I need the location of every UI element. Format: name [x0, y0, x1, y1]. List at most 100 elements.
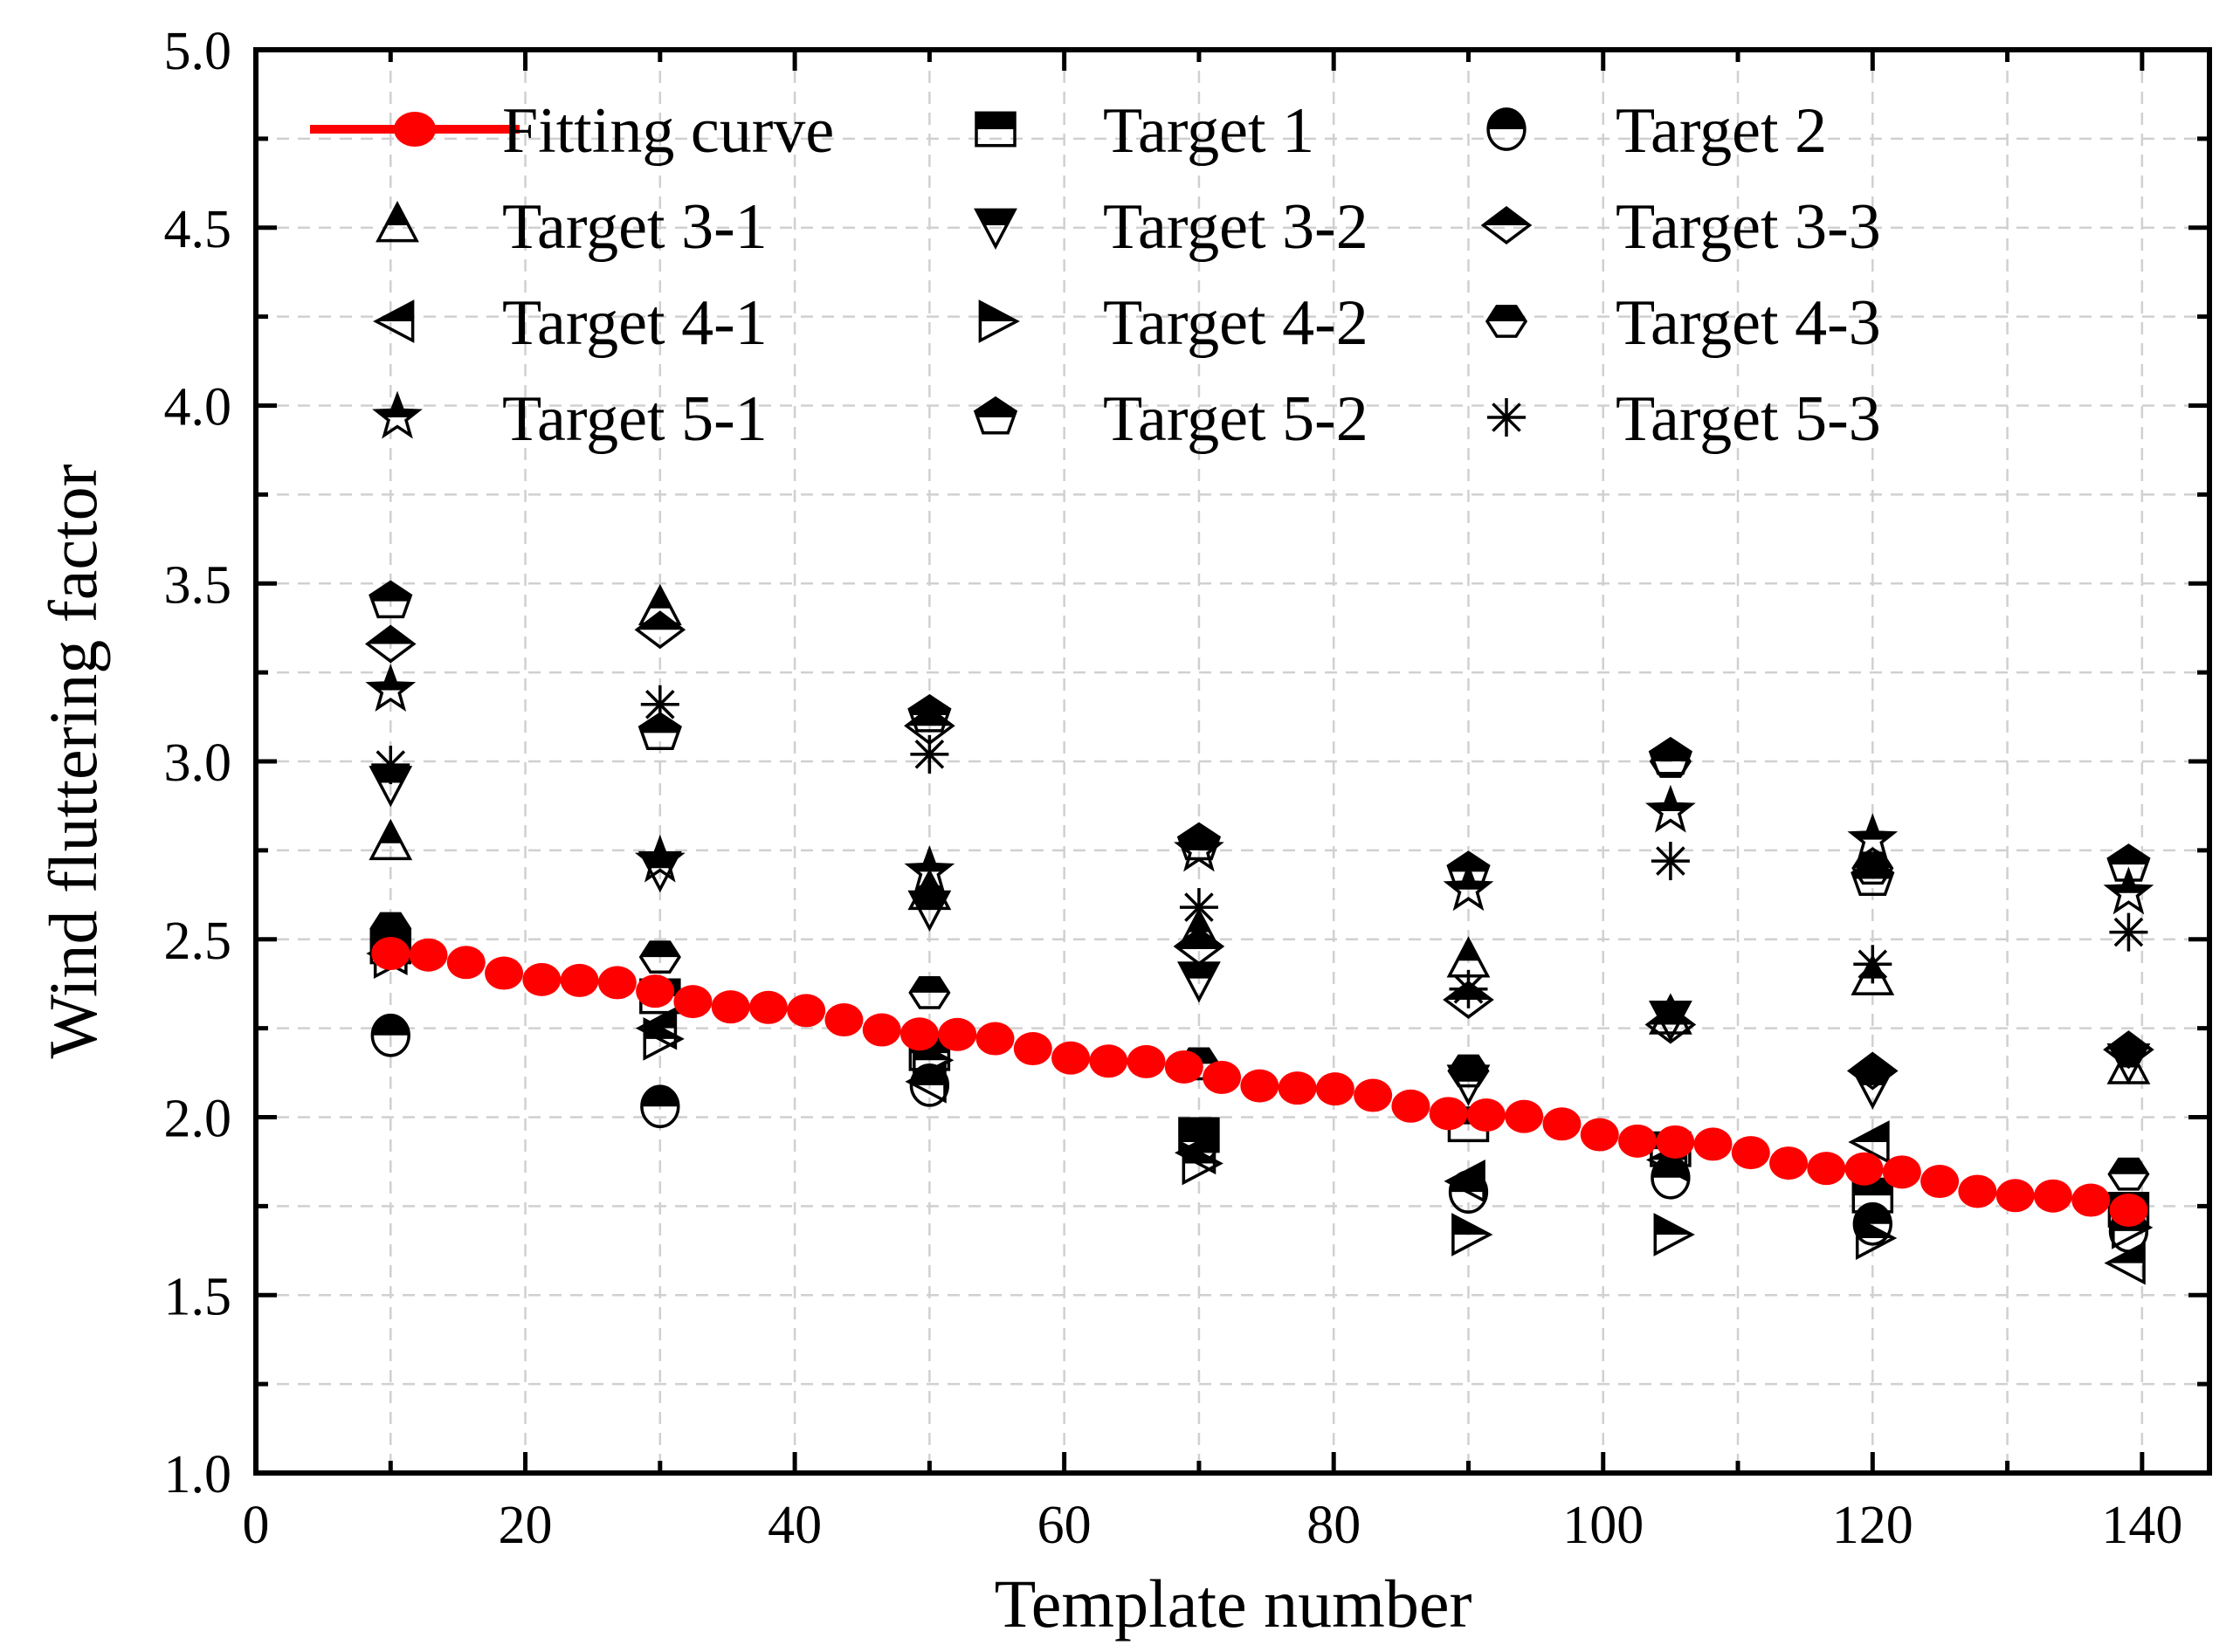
data-point [1182, 1141, 1223, 1186]
legend-item: Target 3-1 [376, 191, 768, 263]
data-point [1173, 926, 1225, 966]
series-target-5-3 [371, 685, 2148, 1008]
fitting-curve-point [1429, 1097, 1468, 1131]
fitting-curve-point [371, 937, 410, 971]
fitting-curve-point [2071, 1183, 2111, 1217]
legend-item: Target 2 [1486, 95, 1827, 167]
legend-marker [376, 201, 419, 243]
data-point [1651, 842, 1690, 881]
x-tick-label: 0 [243, 1496, 270, 1555]
legend-marker [373, 299, 415, 343]
data-point [1851, 857, 1895, 897]
y-tick-label: 2.5 [164, 912, 232, 971]
fitting-curve-point [1013, 1032, 1052, 1066]
x-axis-title: Template number [995, 1566, 1472, 1642]
data-point [640, 1084, 680, 1129]
data-point [1447, 1054, 1490, 1088]
fitting-curve-point [1882, 1155, 1921, 1189]
x-tick-label: 140 [2101, 1496, 2182, 1555]
data-point [907, 693, 952, 733]
data-point [1446, 850, 1491, 889]
fitting-curve-point [1089, 1044, 1128, 1078]
data-point [371, 746, 410, 785]
legend-marker [978, 299, 1020, 343]
fitting-curve-point [899, 1017, 939, 1051]
legend-label: Target 4-1 [502, 287, 768, 359]
legend-marker [975, 111, 1017, 148]
fitting-curve-point [975, 1022, 1015, 1056]
fitting-curve-point [862, 1013, 901, 1047]
legend-label: Target 5-2 [1103, 383, 1368, 455]
legend-item: Fitting curve [310, 95, 834, 167]
series-target-3-2 [369, 766, 2151, 1110]
data-point [643, 1016, 685, 1061]
y-tick-label: 5.0 [164, 22, 232, 81]
y-tick-label: 3.5 [164, 555, 232, 615]
fitting-curve-point [1505, 1099, 1544, 1133]
data-point [634, 834, 686, 883]
legend-marker [974, 208, 1017, 250]
legend-item: Target 4-1 [373, 287, 768, 359]
fitting-curve-point [1617, 1124, 1657, 1158]
data-point [910, 734, 949, 774]
x-tick-label: 40 [768, 1496, 822, 1555]
fitting-curve-point [1127, 1044, 1166, 1078]
fitting-curve-point [1656, 1125, 1695, 1159]
fitting-curve-point [1466, 1098, 1506, 1132]
x-tick-label: 100 [1562, 1496, 1644, 1555]
data-point [1176, 822, 1222, 861]
data-point [1179, 888, 1218, 927]
data-point [1846, 1051, 1899, 1091]
data-point [1444, 1159, 1485, 1203]
legend-item: Target 1 [975, 95, 1314, 167]
data-point [2103, 866, 2154, 915]
data-point [369, 818, 413, 861]
fitting-curve-point [522, 962, 562, 996]
fitting-curve-point [636, 974, 675, 1008]
data-point [1449, 969, 1488, 1008]
fitting-curve-point [1278, 1071, 1317, 1105]
data-point [1443, 863, 1494, 912]
legend-item: Target 4-3 [1485, 287, 1881, 359]
legend-label: Target 3-1 [502, 191, 768, 263]
series-target-5-2 [369, 580, 2151, 897]
y-tick-label: 4.0 [164, 378, 232, 437]
fitting-curve-point [560, 963, 599, 997]
fitting-curve-point [1542, 1107, 1582, 1141]
fitting-curve-point [748, 990, 788, 1024]
fitting-curve-point [824, 1003, 864, 1037]
fitting-curve-point [787, 994, 826, 1028]
legend-item: Target 3-3 [1480, 191, 1881, 263]
data-point [1645, 784, 1696, 833]
legend-item: Target 5-3 [1487, 383, 1881, 455]
data-point [2107, 1157, 2150, 1191]
fitting-curve-point [1391, 1089, 1430, 1123]
data-point [1847, 813, 1899, 862]
data-point [1644, 1005, 1697, 1044]
data-point [1451, 1213, 1493, 1256]
fitting-curve-point [409, 938, 448, 972]
data-point [1848, 1120, 1890, 1164]
fitting-curve-point [1920, 1165, 1960, 1199]
fitting-curve-point [673, 985, 713, 1019]
legend-label: Target 4-3 [1616, 287, 1881, 359]
data-point [904, 844, 955, 893]
fitting-curve-point [1731, 1136, 1770, 1170]
fitting-curve-point [1769, 1146, 1809, 1180]
fitting-curve-point [1580, 1118, 1619, 1152]
y-tick-label: 1.0 [164, 1445, 232, 1504]
fitting-curve-point [1203, 1060, 1242, 1094]
legend-label: Target 4-2 [1103, 287, 1368, 359]
legend-label: Target 2 [1616, 95, 1827, 167]
legend-label: Fitting curve [502, 95, 834, 167]
data-point [638, 940, 681, 974]
y-tick-label: 4.5 [164, 200, 232, 259]
data-point [364, 624, 417, 664]
axis-ticks: 0 20 40 60 80 100 120 140 1.0 1.5 2.0 2.5 3.0 3.5 4.0 4… [164, 22, 2209, 1555]
data-point [1648, 736, 1693, 775]
data-point [1855, 1216, 1898, 1260]
legend-label: Target 3-3 [1616, 191, 1881, 263]
fitting-curve-point [711, 990, 750, 1024]
data-point [907, 890, 952, 933]
